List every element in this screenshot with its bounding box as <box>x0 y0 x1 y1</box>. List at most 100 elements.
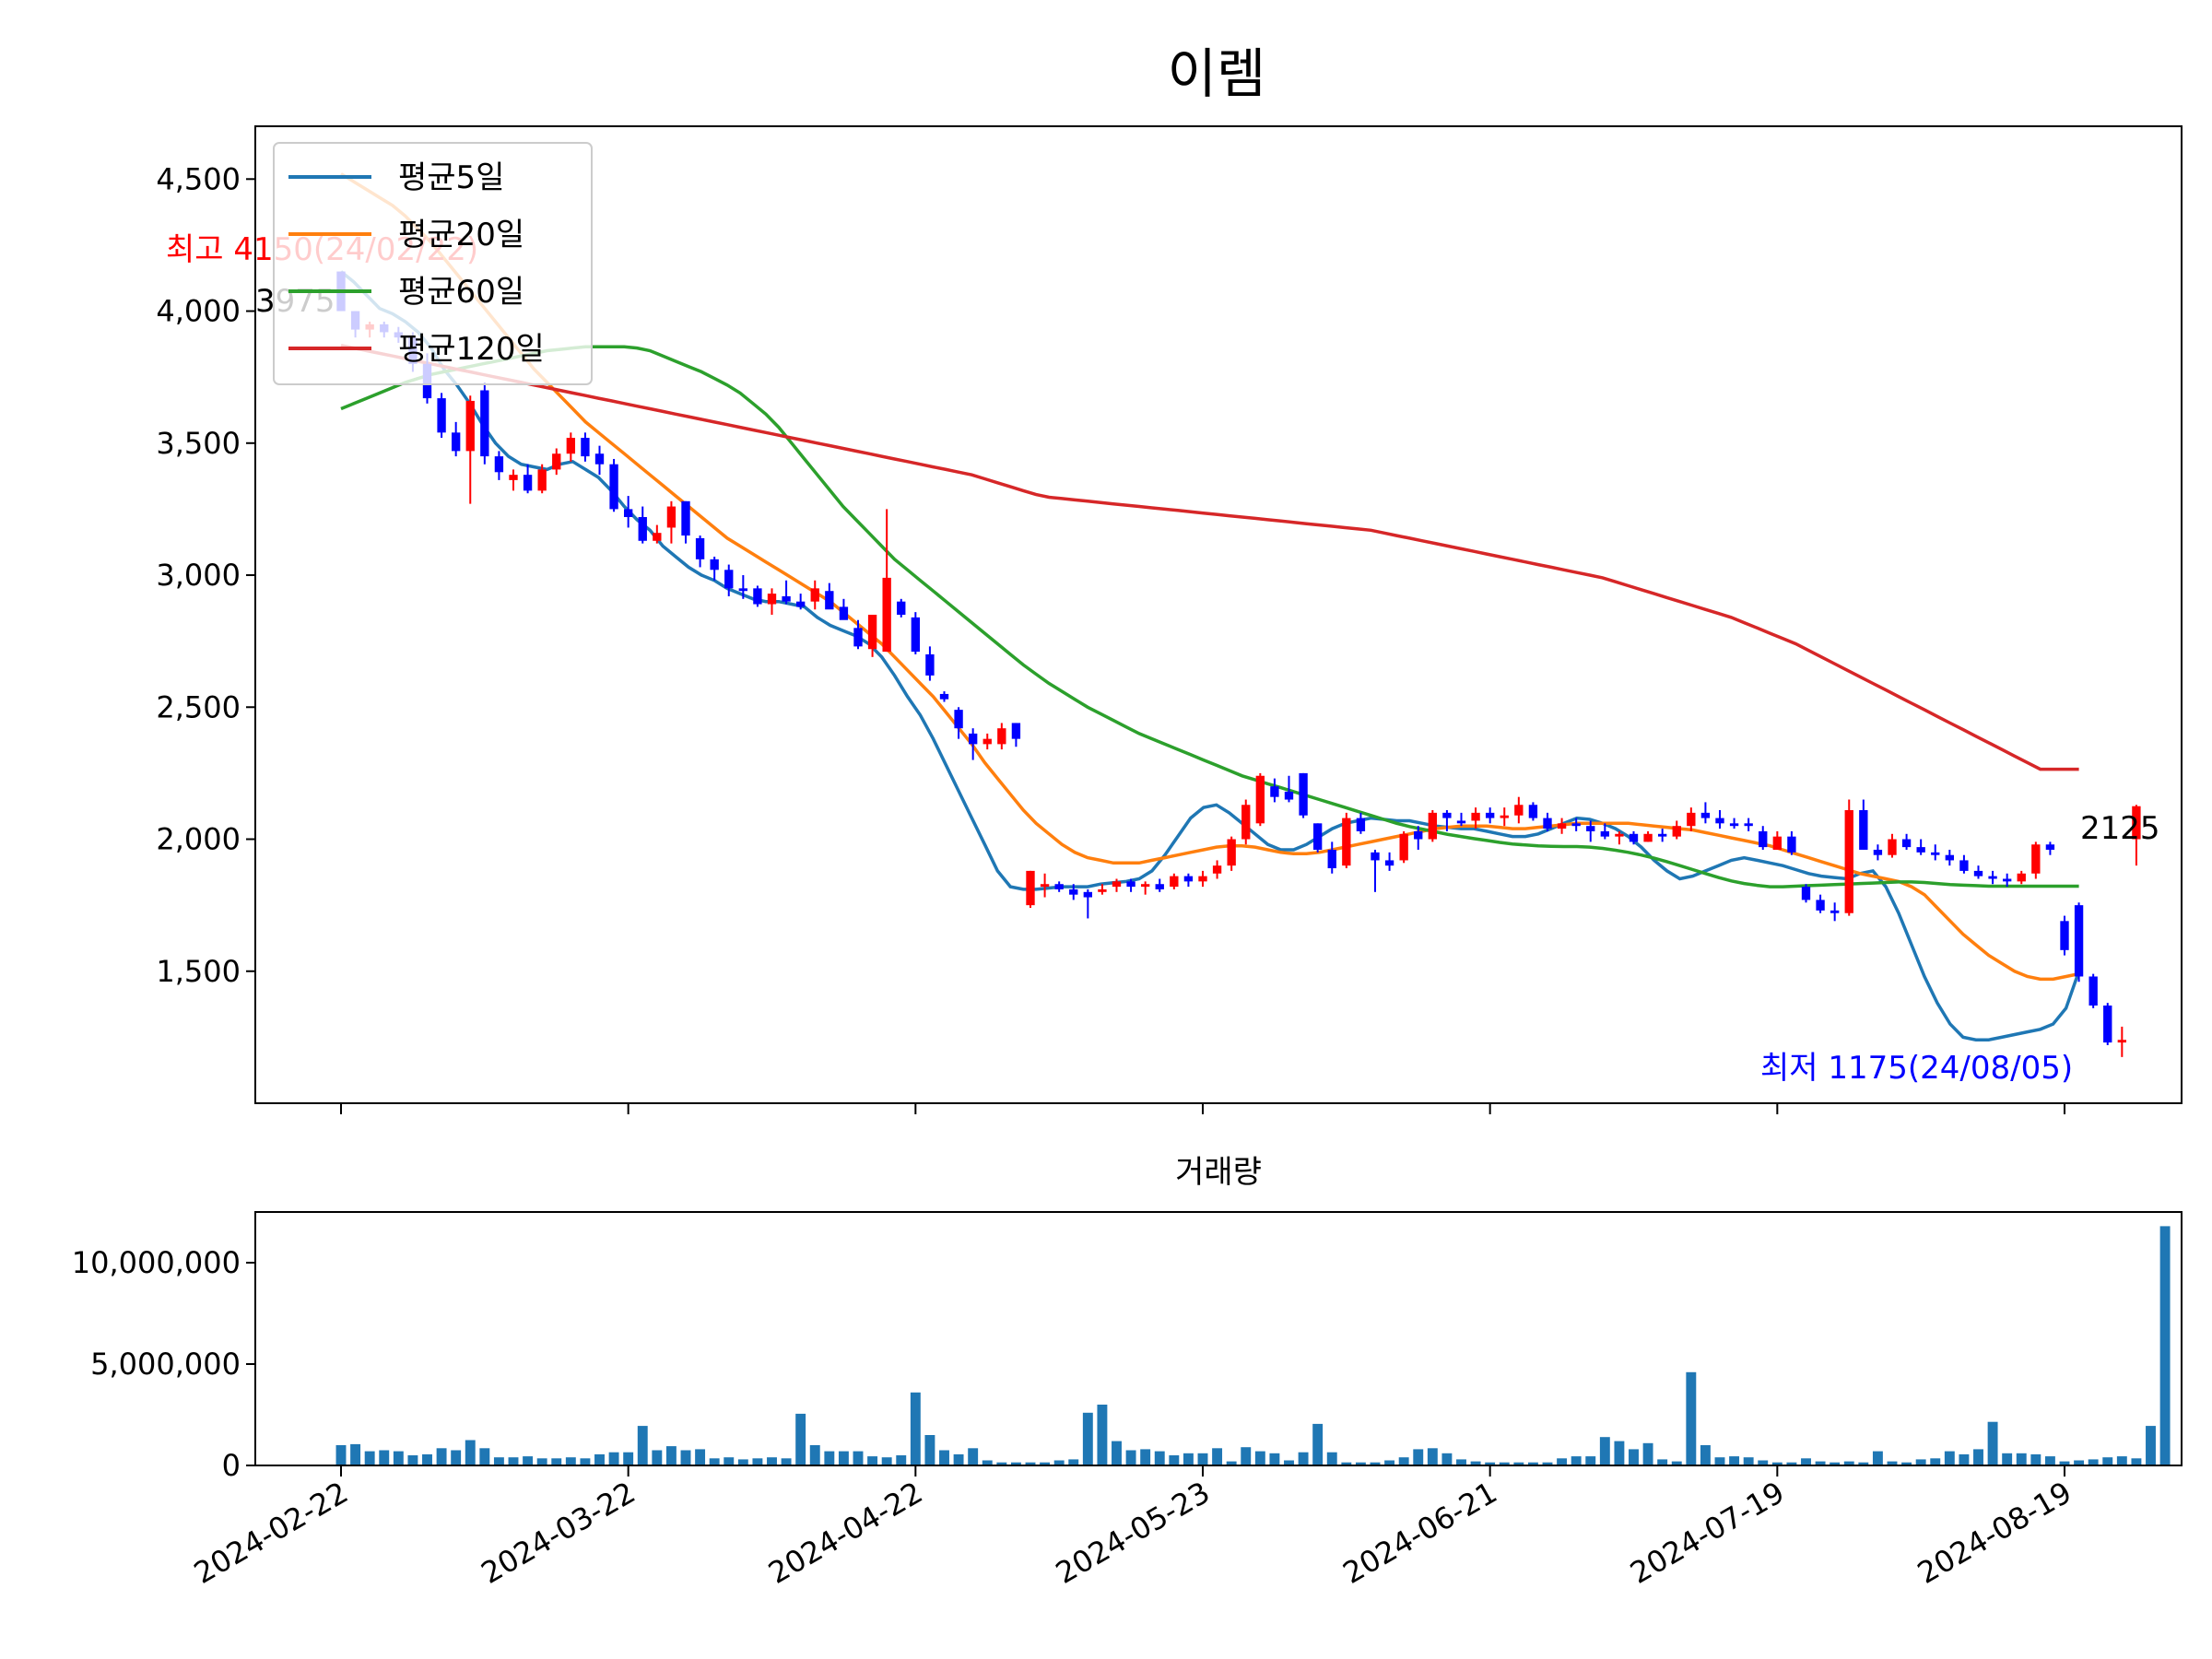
y-tick-label: 10,000,000 <box>72 1245 241 1280</box>
candle-body <box>523 475 533 491</box>
candle-body <box>1054 884 1064 889</box>
volume-bar <box>1686 1371 1697 1465</box>
volume-bar <box>335 1445 347 1465</box>
volume-bar <box>551 1458 562 1465</box>
candle-body <box>494 456 504 473</box>
candle-body <box>666 506 677 528</box>
candle-body <box>1170 876 1179 888</box>
candle-body <box>738 588 748 592</box>
volume-bar <box>422 1453 432 1465</box>
volume-bar <box>2102 1457 2113 1465</box>
volume-bar <box>1241 1447 1252 1465</box>
volume-bar <box>2116 1456 2127 1465</box>
volume-bar <box>1629 1449 1639 1465</box>
candle-body <box>653 533 662 541</box>
candle-body <box>1859 810 1868 850</box>
volume-bar <box>1254 1451 1265 1465</box>
candle-body <box>1729 823 1739 827</box>
candle-body <box>1787 836 1796 853</box>
volume-bar <box>1112 1441 1122 1465</box>
volume-bar <box>853 1451 864 1465</box>
candle-body <box>1471 812 1480 821</box>
volume-bar <box>1326 1452 1337 1465</box>
candle-body <box>982 738 992 745</box>
legend-label: 평균5일 <box>398 159 504 196</box>
volume-bar <box>1758 1460 1769 1465</box>
candle-body <box>1715 818 1724 824</box>
volume-bar <box>1398 1457 1409 1465</box>
candle-body <box>1844 810 1853 913</box>
candle-body <box>1040 884 1050 888</box>
candle-body <box>1241 805 1251 840</box>
candle-body <box>1011 723 1021 739</box>
volume-bar <box>910 1392 921 1465</box>
volume-bar <box>580 1458 591 1465</box>
volume-bar <box>1212 1448 1223 1465</box>
candle-body <box>1700 812 1711 818</box>
candle-body <box>1643 833 1653 842</box>
volume-bar <box>1154 1451 1165 1465</box>
candle-body <box>825 591 834 610</box>
price-x-ticks <box>340 1103 2065 1114</box>
volume-bar <box>1485 1462 1496 1465</box>
candle-body <box>1571 823 1581 827</box>
candle-body <box>2103 1006 2112 1043</box>
candle-body <box>1026 870 1035 906</box>
volume-bar <box>479 1448 490 1465</box>
candle-body <box>867 615 877 650</box>
volume-bar <box>695 1449 706 1465</box>
volume-bar <box>1771 1462 1783 1465</box>
candle-body <box>1442 812 1452 818</box>
volume-bar <box>350 1443 361 1465</box>
candle-body <box>509 475 518 480</box>
candle-body <box>1198 876 1207 882</box>
candle-body <box>997 728 1006 745</box>
volume-bar <box>1527 1462 1538 1465</box>
y-tick-label: 5,000,000 <box>90 1347 241 1382</box>
candle-body <box>1485 812 1495 818</box>
y-tick-label: 0 <box>222 1448 241 1483</box>
candle-body <box>1528 805 1538 818</box>
volume-bar <box>1269 1453 1280 1465</box>
y-tick-label: 1,500 <box>156 954 241 989</box>
volume-bar <box>1714 1457 1725 1465</box>
volume-bar <box>565 1457 576 1465</box>
candle-body <box>925 653 935 676</box>
candle-body <box>552 453 561 470</box>
volume-bar <box>1614 1441 1625 1465</box>
candle-body <box>1615 833 1624 837</box>
candle-body <box>1255 775 1265 824</box>
candle-body <box>2088 976 2098 1006</box>
candle-body <box>1299 772 1308 816</box>
volume-bar <box>1140 1449 1151 1465</box>
candle-body <box>1916 847 1925 853</box>
candle-body <box>1155 884 1164 889</box>
volume-bar <box>1557 1458 1568 1465</box>
candle-body <box>2017 873 2026 882</box>
candle-body <box>2045 844 2055 850</box>
volume-bar <box>652 1450 663 1465</box>
volume-bar <box>1513 1462 1524 1465</box>
volume-bar <box>1341 1462 1352 1465</box>
candle-body <box>810 588 819 602</box>
candle-body <box>437 398 446 433</box>
x-tick-label: 2024-06-21 <box>1337 1475 1503 1591</box>
volume-bar <box>767 1457 777 1465</box>
volume-bar <box>1226 1461 1237 1465</box>
volume-bar <box>1284 1460 1294 1465</box>
x-tick-label: 2024-02-22 <box>188 1475 354 1591</box>
candle-body <box>1830 910 1840 913</box>
last-close-annotation: 2125 <box>2080 810 2160 847</box>
candle-body <box>2117 1040 2127 1043</box>
candle-body <box>451 432 461 452</box>
volume-bar <box>665 1446 677 1465</box>
volume-bar <box>809 1445 820 1465</box>
y-tick-label: 2,000 <box>156 822 241 857</box>
volume-bar <box>608 1452 619 1465</box>
candle-body <box>1600 830 1610 837</box>
candle-body <box>1514 805 1524 816</box>
volume-bar <box>1384 1460 1395 1465</box>
candle-body <box>2074 905 2084 977</box>
